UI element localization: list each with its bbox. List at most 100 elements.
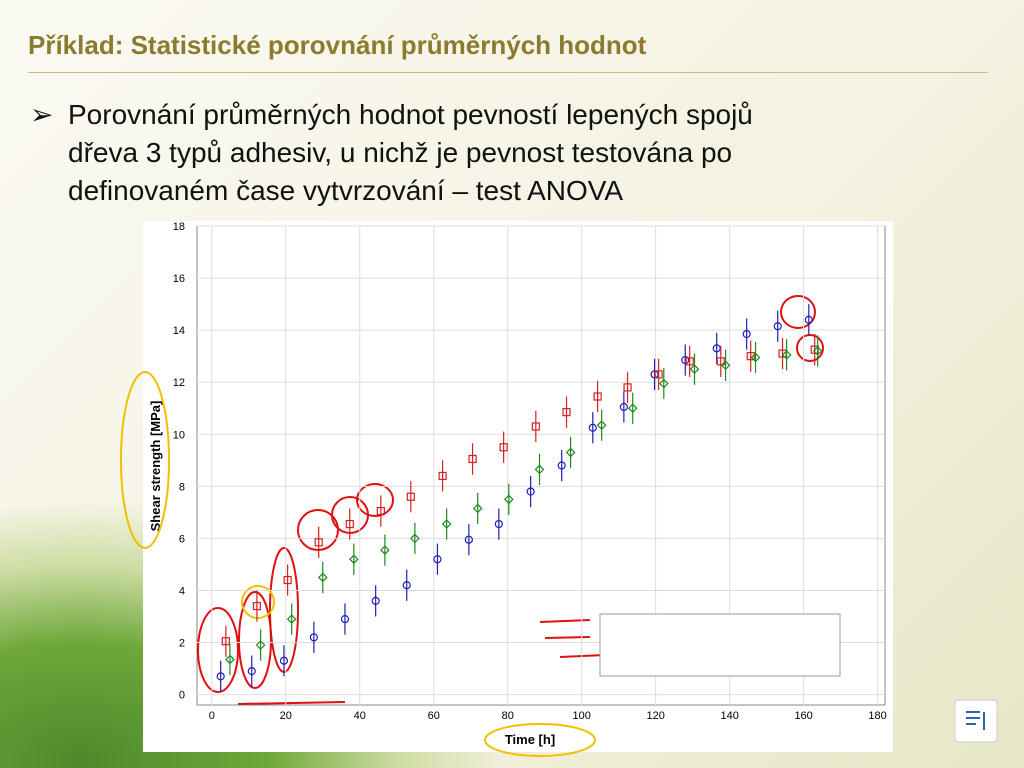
y-tick-label: 14 [173,325,185,337]
marker [348,554,359,565]
marker [773,322,782,331]
bullet-text: Porovnání průměrných hodnot pevností lep… [68,96,753,210]
marker [588,423,597,432]
marker [314,538,323,547]
marker [472,503,483,514]
y-tick-label: 6 [179,533,185,545]
marker [716,357,725,366]
marker [216,672,225,681]
y-tick-label: 8 [179,481,185,493]
marker [557,461,566,470]
annotation-arrows [237,619,606,705]
y-tick-label: 18 [173,221,185,233]
bullet-line: definovaném čase vytvrzování – test ANOV… [68,175,624,206]
marker [494,519,503,529]
marker [317,572,328,583]
x-tick-label: 0 [209,710,215,722]
marker [402,581,411,590]
x-tick-label: 40 [354,710,366,722]
annotation-circle [796,334,824,362]
icon-glyph [966,711,985,730]
marker [658,378,669,389]
y-tick-label: 16 [173,273,185,285]
marker [221,637,230,646]
highlight-circle [120,371,170,549]
x-tick-label: 100 [573,710,591,722]
annotation-circle [197,607,239,693]
marker [654,370,663,379]
y-tick-label: 4 [179,585,185,597]
handwritten-highlights [120,371,596,757]
marker [433,555,442,564]
marker [438,471,447,481]
marker [286,614,297,624]
marker [623,383,632,392]
marker [681,355,690,365]
marker [464,535,473,544]
marker [468,454,477,464]
handwritten-annotations [197,295,824,705]
y-tick-label: 0 [179,690,185,702]
annotation-circle [297,509,339,551]
marker [376,506,385,516]
marker [252,601,262,611]
marker [380,545,390,555]
y-tick-label: 2 [179,638,185,650]
x-tick-label: 20 [280,710,292,722]
marker [534,464,545,475]
music-icon [954,699,998,743]
y-tick-label: 12 [173,377,185,389]
marker [689,364,700,375]
highlight-circle [241,585,275,619]
marker [619,402,628,412]
x-tick-label: 180 [868,710,886,722]
marker [255,640,266,650]
marker [562,408,571,417]
slide-title: Příklad: Statistické porovnání průměrnýc… [28,30,647,60]
marker [503,494,514,505]
x-tick-label: 120 [646,710,664,722]
annotation-circle [356,483,394,517]
marker [441,519,452,529]
marker [750,352,761,363]
marker [499,443,508,452]
marker [685,357,694,366]
bullet-line: dřeva 3 typů adhesiv, u nichž je pevnost… [68,137,733,168]
marker [804,315,813,324]
marker [247,667,256,676]
marker [593,392,602,401]
marker [410,533,420,544]
marker [406,492,415,501]
marker [283,575,292,585]
x-axis-label: Time [h] [505,732,555,747]
marker [565,447,576,458]
marker [596,420,607,430]
marker [812,346,823,356]
marker [225,654,235,665]
icon-frame [954,699,998,743]
marker [309,633,318,642]
y-tick-label: 10 [173,429,185,441]
bullet-arrow: ➢ [30,99,54,130]
marker [627,403,638,414]
marker [279,656,289,665]
marker [742,329,751,339]
title-rule [28,72,988,73]
x-tick-label: 140 [720,710,738,722]
highlight-circle [484,723,596,757]
legend-box [599,613,841,677]
y-axis-label: Shear strength [MPa] [148,401,163,532]
marker [531,422,540,431]
x-tick-label: 80 [502,710,514,722]
marker [746,352,755,361]
marker [340,614,350,624]
marker [720,360,731,371]
x-tick-label: 160 [794,710,812,722]
marker [345,519,354,529]
marker [526,487,535,496]
x-tick-label: 60 [428,710,440,722]
marker [371,596,380,605]
marker [781,350,792,360]
